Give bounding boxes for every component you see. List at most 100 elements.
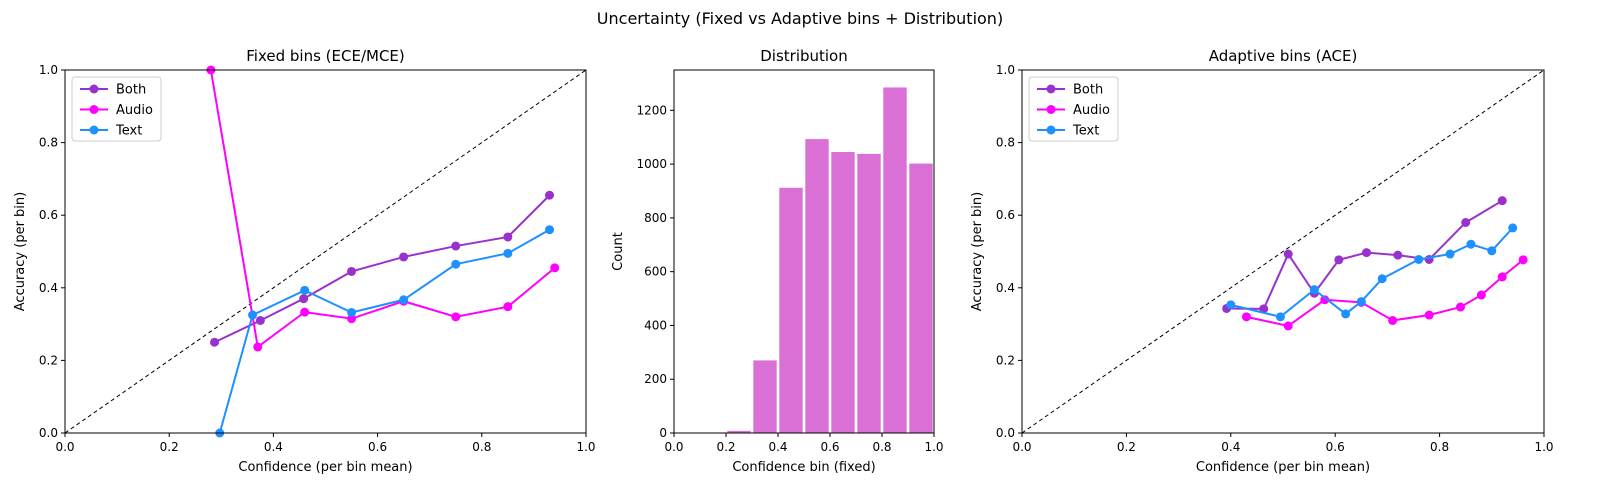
point-audio-2 <box>1320 295 1330 305</box>
bar-4 <box>831 152 855 433</box>
point-text-5 <box>451 259 461 269</box>
point-text-9 <box>1487 246 1497 256</box>
x-tick-label-2: 0.4 <box>768 440 787 454</box>
point-both-7 <box>545 190 555 200</box>
legend: Both Audio Text <box>1028 76 1119 142</box>
legend-marker-text <box>1046 125 1056 135</box>
x-tick-label-4: 0.8 <box>1430 440 1449 454</box>
x-tick-label-0: 0.0 <box>1012 440 1031 454</box>
bar-5 <box>857 153 881 434</box>
x-tick-label-5: 1.0 <box>576 440 595 454</box>
y-tick-label-5: 1000 <box>636 157 667 171</box>
point-text-4 <box>399 295 409 305</box>
x-tick-label-2: 0.4 <box>1221 440 1240 454</box>
bar-6 <box>883 87 907 433</box>
x-tick-label-4: 0.8 <box>872 440 891 454</box>
x-axis-label: Confidence (per bin mean) <box>1196 460 1370 475</box>
y-tick-label-0: 0 <box>659 426 667 440</box>
y-tick-label-2: 0.4 <box>996 281 1015 295</box>
bar-3 <box>805 139 829 434</box>
point-text-2 <box>300 285 310 295</box>
point-audio-1 <box>1283 321 1293 331</box>
point-text-4 <box>1356 297 1366 307</box>
y-axis-label: Accuracy (per bin) <box>13 192 28 311</box>
bar-7 <box>909 163 933 433</box>
panel-adaptive-bins: 0.0 0.2 0.4 0.6 0.8 1.0 0.0 0.2 0.4 0.6 0.8 1.0 Adap… <box>970 47 1554 475</box>
point-text-1 <box>1275 312 1285 322</box>
point-both-5 <box>1362 248 1372 258</box>
x-tick-label-5: 1.0 <box>1534 440 1553 454</box>
legend-label-audio: Audio <box>116 103 153 118</box>
series-line-audio <box>209 69 556 349</box>
y-tick-label-2: 400 <box>644 318 667 332</box>
panel-distribution: 0.0 0.2 0.4 0.6 0.8 1.0 0 200 400 600 800 1000 1200 D… <box>611 47 944 475</box>
x-tick-label-4: 0.8 <box>472 440 491 454</box>
point-text-3 <box>347 307 357 317</box>
bar-1 <box>753 360 777 433</box>
series-line-both <box>1226 199 1503 310</box>
legend-label-audio: Audio <box>1073 103 1110 118</box>
point-both-4 <box>399 252 409 262</box>
diagonal-reference-line <box>1021 69 1545 434</box>
legend-label-text: Text <box>1072 124 1099 139</box>
series-line-audio <box>1246 259 1524 327</box>
x-tick-label-1: 0.2 <box>160 440 179 454</box>
point-text-7 <box>1445 249 1455 259</box>
point-text-6 <box>1414 254 1424 264</box>
point-both-1 <box>255 315 265 325</box>
legend-label-both: Both <box>116 83 146 98</box>
x-tick-label-0: 0.0 <box>55 440 74 454</box>
point-text-1 <box>248 310 258 320</box>
y-tick-label-5: 1.0 <box>39 63 58 77</box>
axes-title: Distribution <box>760 47 848 65</box>
point-audio-6 <box>1455 302 1465 312</box>
y-tick-label-1: 0.2 <box>39 353 58 367</box>
legend-marker-audio <box>89 105 99 114</box>
point-audio-8 <box>1497 272 1507 282</box>
y-tick-label-1: 0.2 <box>996 353 1015 367</box>
axes-title: Adaptive bins (ACE) <box>1209 47 1358 65</box>
x-tick-label-1: 0.2 <box>716 440 735 454</box>
point-both-1 <box>1259 304 1269 314</box>
y-tick-label-4: 800 <box>644 211 667 225</box>
x-tick-label-5: 1.0 <box>924 440 943 454</box>
point-both-0 <box>210 337 220 347</box>
y-tick-label-3: 0.6 <box>39 208 58 222</box>
point-audio-7 <box>1476 290 1486 300</box>
point-audio-4 <box>1388 315 1398 325</box>
bar-0 <box>727 430 751 433</box>
y-tick-label-2: 0.4 <box>39 281 58 295</box>
legend-label-both: Both <box>1073 83 1103 98</box>
point-text-3 <box>1341 309 1351 319</box>
y-tick-label-3: 600 <box>644 265 667 279</box>
point-audio-0 <box>1241 312 1251 322</box>
point-both-8 <box>1461 217 1471 227</box>
point-audio-7 <box>550 263 560 273</box>
point-both-4 <box>1334 255 1344 265</box>
point-audio-5 <box>1424 310 1434 320</box>
x-tick-label-3: 0.6 <box>820 440 839 454</box>
point-audio-6 <box>503 302 513 312</box>
point-audio-9 <box>1518 255 1528 265</box>
y-axis-label: Count <box>611 232 626 271</box>
legend-marker-both <box>89 84 99 94</box>
point-text-2 <box>1309 285 1319 295</box>
y-tick-label-4: 0.8 <box>39 136 58 150</box>
x-axis-label: Confidence (per bin mean) <box>238 460 412 475</box>
y-tick-label-1: 200 <box>644 372 667 386</box>
point-both-5 <box>451 241 461 251</box>
x-tick-label-0: 0.0 <box>664 440 683 454</box>
point-both-6 <box>1393 250 1403 260</box>
legend: Both Audio Text <box>71 76 162 142</box>
point-audio-2 <box>300 307 310 317</box>
point-text-10 <box>1508 223 1518 233</box>
point-text-7 <box>545 225 555 235</box>
point-text-6 <box>503 248 513 258</box>
point-both-3 <box>347 266 357 276</box>
point-text-5 <box>1377 274 1387 284</box>
diagonal-reference-line <box>64 69 587 434</box>
y-tick-label-0: 0.0 <box>39 426 58 440</box>
point-both-6 <box>503 232 513 242</box>
y-tick-label-5: 1.0 <box>996 63 1015 77</box>
